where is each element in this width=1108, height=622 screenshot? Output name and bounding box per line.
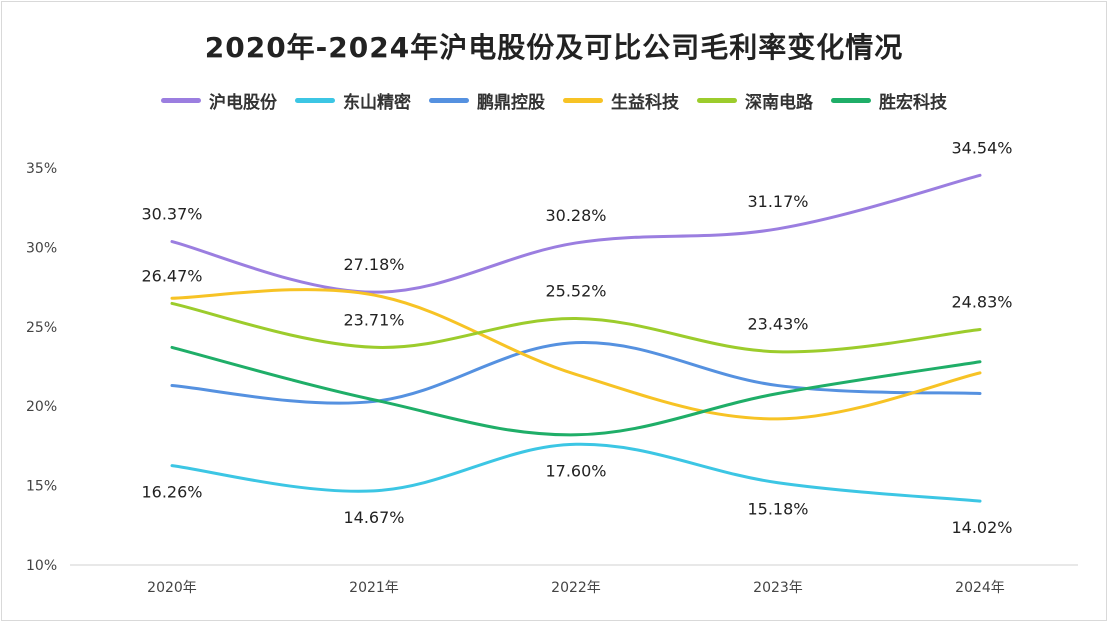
legend-item: 东山精密 [295,88,411,113]
data-label: 25.52% [545,282,606,301]
series-line [170,173,982,294]
legend-swatch [563,98,603,103]
data-label: 17.60% [545,461,606,480]
y-tick-label: 35% [26,161,57,177]
legend-label: 生益科技 [611,93,679,113]
data-label: 34.54% [951,138,1012,157]
series-line [170,288,982,421]
series-line [170,442,982,503]
legend-item: 胜宏科技 [831,88,947,113]
data-label: 14.67% [343,508,404,527]
data-label: 14.02% [951,518,1012,537]
legend-label: 深南电路 [745,93,813,113]
x-tick-label: 2020年 [147,580,197,596]
series-line [170,345,982,437]
data-label: 16.26% [141,483,202,502]
data-label: 23.43% [747,315,808,334]
legend-swatch [831,98,871,103]
data-label: 24.83% [951,292,1012,311]
legend-label: 沪电股份 [209,93,277,113]
legend-swatch [697,98,737,103]
data-label: 27.18% [343,255,404,274]
x-tick-label: 2021年 [349,580,399,596]
x-tick-label: 2022年 [551,580,601,596]
legend-item: 深南电路 [697,88,813,113]
legend-label: 胜宏科技 [879,93,947,113]
data-label: 15.18% [747,500,808,519]
x-tick-label: 2023年 [753,580,803,596]
data-label: 26.47% [141,266,202,285]
legend-item: 沪电股份 [161,88,277,113]
chart-legend: 沪电股份 东山精密 鹏鼎控股 生益科技 深南电路 胜宏科技 [0,88,1108,113]
legend-swatch [429,98,469,103]
series-line [170,301,982,354]
y-tick-label: 25% [26,320,57,336]
y-tick-label: 20% [26,399,57,415]
data-label: 30.37% [141,205,202,224]
legend-item: 生益科技 [563,88,679,113]
legend-swatch [161,98,201,103]
legend-label: 东山精密 [343,93,411,113]
y-tick-label: 15% [26,479,57,495]
y-tick-label: 10% [26,558,57,574]
data-label: 31.17% [747,192,808,211]
series-line [170,341,982,405]
legend-swatch [295,98,335,103]
x-tick-label: 2024年 [955,580,1005,596]
y-tick-label: 30% [26,240,57,256]
data-label: 23.71% [343,310,404,329]
legend-item: 鹏鼎控股 [429,88,545,113]
data-label: 30.28% [545,206,606,225]
legend-label: 鹏鼎控股 [477,93,545,113]
chart-title: 2020年-2024年沪电股份及可比公司毛利率变化情况 [204,31,904,64]
